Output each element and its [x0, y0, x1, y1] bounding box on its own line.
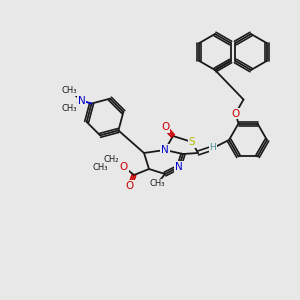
Text: CH₃: CH₃: [62, 104, 77, 113]
Text: CH₂: CH₂: [103, 155, 119, 164]
Text: N: N: [78, 96, 86, 106]
Text: H: H: [210, 143, 216, 152]
Text: N: N: [175, 162, 183, 172]
Text: CH₃: CH₃: [92, 164, 108, 172]
Text: O: O: [126, 181, 134, 191]
Text: CH₃: CH₃: [62, 86, 77, 95]
Text: O: O: [161, 122, 169, 132]
Text: O: O: [120, 162, 128, 172]
Text: S: S: [189, 137, 195, 147]
Text: N: N: [161, 145, 169, 155]
Text: CH₃: CH₃: [149, 179, 165, 188]
Text: O: O: [231, 109, 240, 118]
